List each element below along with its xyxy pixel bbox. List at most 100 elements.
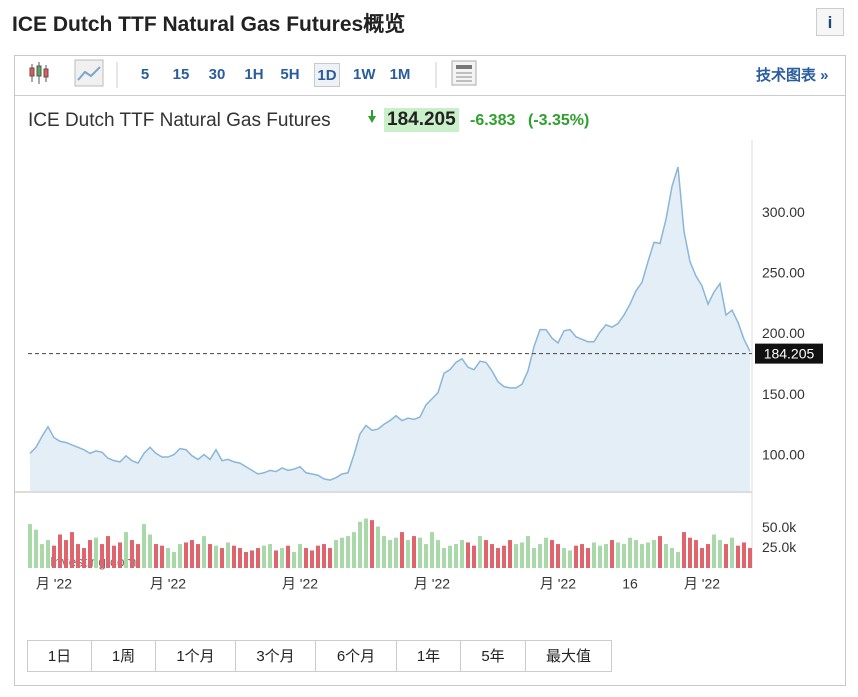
volume-bar	[406, 540, 410, 568]
volume-bar	[502, 545, 506, 568]
volume-bar	[190, 540, 194, 568]
interval-button[interactable]: 1H	[244, 66, 264, 83]
volume-bar	[532, 548, 536, 568]
volume-bar	[688, 537, 692, 568]
volume-bar	[394, 537, 398, 568]
volume-bar	[142, 524, 146, 568]
volume-bar	[496, 548, 500, 568]
volume-bar	[28, 524, 32, 568]
volume-bar	[118, 542, 122, 568]
volume-bar	[664, 544, 668, 568]
interval-button[interactable]: 30	[208, 66, 226, 83]
volume-tick-label: 50.0k	[762, 519, 797, 535]
interval-button[interactable]: 1D	[314, 63, 340, 87]
volume-bar	[328, 548, 332, 568]
volume-bar	[718, 540, 722, 568]
volume-bar	[178, 544, 182, 568]
volume-bar	[40, 544, 44, 568]
x-tick-label: 16	[622, 576, 638, 592]
volume-bar	[622, 544, 626, 568]
volume-bar	[610, 540, 614, 568]
volume-bar	[484, 540, 488, 568]
volume-bar	[94, 537, 98, 568]
interval-button[interactable]: 1M	[389, 66, 411, 83]
volume-bar	[88, 540, 92, 568]
volume-bar	[256, 548, 260, 568]
volume-bar	[268, 544, 272, 568]
volume-bar	[244, 552, 248, 568]
volume-bar	[628, 537, 632, 568]
interval-button[interactable]: 15	[172, 66, 190, 83]
volume-bar	[172, 552, 176, 568]
volume-bar	[652, 540, 656, 568]
volume-bar	[166, 548, 170, 568]
volume-bar	[748, 548, 752, 568]
volume-bar	[646, 542, 650, 568]
volume-bar	[454, 544, 458, 568]
volume-bar	[412, 536, 416, 568]
down-arrow	[371, 110, 373, 117]
page-title: ICE Dutch TTF Natural Gas Futures概览	[12, 13, 406, 36]
volume-bar	[112, 545, 116, 568]
volume-bar	[196, 544, 200, 568]
volume-bar	[586, 548, 590, 568]
info-button[interactable]: i	[816, 8, 844, 36]
volume-bar	[700, 548, 704, 568]
volume-bar	[154, 544, 158, 568]
volume-bar	[136, 544, 140, 568]
volume-bar	[304, 548, 308, 568]
volume-bar	[202, 536, 206, 568]
toolbar: 5 15 30 1H 5H 1D 1W 1M	[15, 56, 845, 96]
tech-chart-link[interactable]: 技术图表 »	[756, 67, 829, 84]
volume-bar	[436, 540, 440, 568]
table-icon[interactable]	[451, 60, 477, 86]
volume-bar	[574, 545, 578, 568]
volume-bar	[220, 548, 224, 568]
y-tick-label: 250.00	[762, 264, 805, 280]
interval-button[interactable]: 1W	[353, 66, 376, 83]
volume-bar	[34, 529, 38, 568]
volume-bar	[352, 532, 356, 568]
volume-bar	[730, 537, 734, 568]
x-tick-label: 月 '22	[282, 576, 318, 592]
y-tick-label: 200.00	[762, 325, 805, 341]
y-tick-label: 300.00	[762, 204, 805, 220]
volume-bar	[472, 545, 476, 568]
quote-change: -6.383	[470, 112, 516, 129]
volume-bar	[160, 545, 164, 568]
volume-bar	[742, 542, 746, 568]
range-button[interactable]: 最大值	[525, 640, 612, 672]
volume-bar	[400, 532, 404, 568]
volume-bar	[364, 518, 368, 568]
volume-bar	[490, 544, 494, 568]
x-tick-label: 月 '22	[414, 576, 450, 592]
volume-bar	[568, 550, 572, 568]
volume-bar	[598, 545, 602, 568]
line-icon[interactable]	[74, 59, 104, 87]
volume-bar	[130, 540, 134, 568]
volume-bar	[184, 542, 188, 568]
volume-bar	[604, 544, 608, 568]
volume-bar	[562, 548, 566, 568]
volume-bar	[82, 548, 86, 568]
interval-button[interactable]: 5H	[280, 66, 300, 83]
volume-bar	[676, 552, 680, 568]
volume-bar	[250, 550, 254, 568]
interval-button[interactable]: 5	[140, 66, 150, 83]
volume-bar	[292, 552, 296, 568]
volume-bar	[706, 544, 710, 568]
price-area	[30, 166, 750, 491]
volume-bar	[544, 537, 548, 568]
volume-bar	[280, 548, 284, 568]
x-tick-label: 月 '22	[684, 576, 720, 592]
volume-bar	[634, 540, 638, 568]
volume-bar	[334, 540, 338, 568]
volume-bar	[340, 537, 344, 568]
volume-bar	[46, 540, 50, 568]
volume-bar	[226, 542, 230, 568]
quote-name: ICE Dutch TTF Natural Gas Futures	[28, 110, 331, 131]
volume-bar	[682, 532, 686, 568]
volume-bar	[592, 542, 596, 568]
volume-bar	[526, 536, 530, 568]
candle-icon[interactable]	[29, 62, 49, 84]
